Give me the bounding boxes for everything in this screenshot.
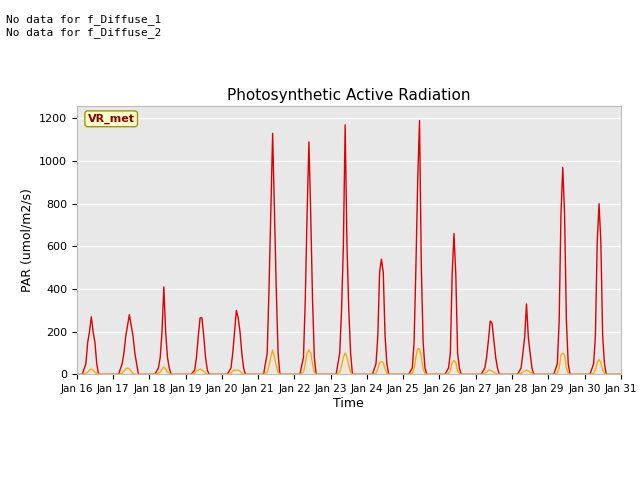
PAR in — [323, 372, 331, 377]
Line: PAR in: PAR in — [77, 120, 621, 374]
X-axis label: Time: Time — [333, 397, 364, 410]
PAR out — [526, 370, 534, 375]
PAR in — [416, 118, 424, 123]
PAR out — [417, 354, 425, 360]
PAR in — [73, 372, 81, 377]
Text: VR_met: VR_met — [88, 114, 134, 124]
PAR in — [458, 372, 465, 377]
PAR in — [526, 350, 534, 356]
Y-axis label: PAR (umol/m2/s): PAR (umol/m2/s) — [20, 188, 33, 292]
PAR out — [323, 372, 331, 377]
PAR in — [167, 372, 175, 377]
Text: No data for f_Diffuse_1
No data for f_Diffuse_2: No data for f_Diffuse_1 No data for f_Di… — [6, 14, 162, 38]
PAR in — [417, 265, 425, 271]
PAR out — [617, 372, 625, 377]
PAR out — [167, 372, 175, 377]
PAR out — [458, 372, 465, 377]
PAR out — [352, 372, 360, 377]
PAR out — [414, 346, 422, 352]
Title: Photosynthetic Active Radiation: Photosynthetic Active Radiation — [227, 88, 470, 103]
Line: PAR out: PAR out — [77, 349, 621, 374]
PAR in — [352, 372, 360, 377]
PAR out — [73, 372, 81, 377]
PAR in — [617, 372, 625, 377]
